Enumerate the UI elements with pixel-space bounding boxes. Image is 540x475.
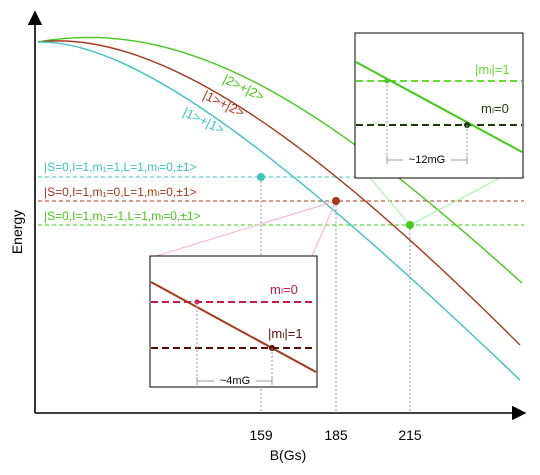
threshold-label-2: |S=0,I=1,m₁=0,L=1,mₗ=0,±1> xyxy=(44,185,197,199)
inset-right-curve xyxy=(355,61,523,153)
connector xyxy=(155,200,337,257)
curve-1-2 xyxy=(37,40,521,346)
curve-1-1 xyxy=(37,41,521,381)
x-tick-185: 185 xyxy=(324,427,348,443)
threshold-label-3: |S=0,I=1,m₁=-1,L=1,mₗ=0,±1> xyxy=(44,209,201,223)
connector xyxy=(409,177,501,226)
inset-bottom-upper-label: mₗ=0 xyxy=(270,282,298,297)
x-tick-159: 159 xyxy=(249,427,273,443)
inset-bottom-lower-label: |mₗ|=1 xyxy=(268,326,303,341)
inset-right-upper-label: |mₗ|=1 xyxy=(475,62,510,77)
connector xyxy=(311,200,337,257)
crossing-dot-159 xyxy=(257,173,265,181)
inset-right-lower-label: mₗ=0 xyxy=(481,101,509,116)
crossing-dot-215 xyxy=(406,221,414,229)
inset-bottom: ~4mG mₗ=0 |mₗ|=1 xyxy=(149,255,318,388)
threshold-label-1: |S=0,I=1,m₁=1,L=1,mₗ=0,±1> xyxy=(44,160,197,174)
x-axis-label: B(Gs) xyxy=(270,447,307,463)
inset-right-gap-label: ~12mG xyxy=(409,154,445,166)
x-tick-215: 215 xyxy=(398,427,422,443)
curve-2-2 xyxy=(37,36,523,284)
y-axis-label: Energy xyxy=(9,210,25,254)
inset-bottom-curve xyxy=(150,281,317,373)
inset-bottom-gap-label: ~4mG xyxy=(220,375,250,387)
crossing-dot-185 xyxy=(332,197,340,205)
connector xyxy=(369,177,411,226)
inset-right: ~12mG |mₗ|=1 mₗ=0 xyxy=(354,32,524,179)
